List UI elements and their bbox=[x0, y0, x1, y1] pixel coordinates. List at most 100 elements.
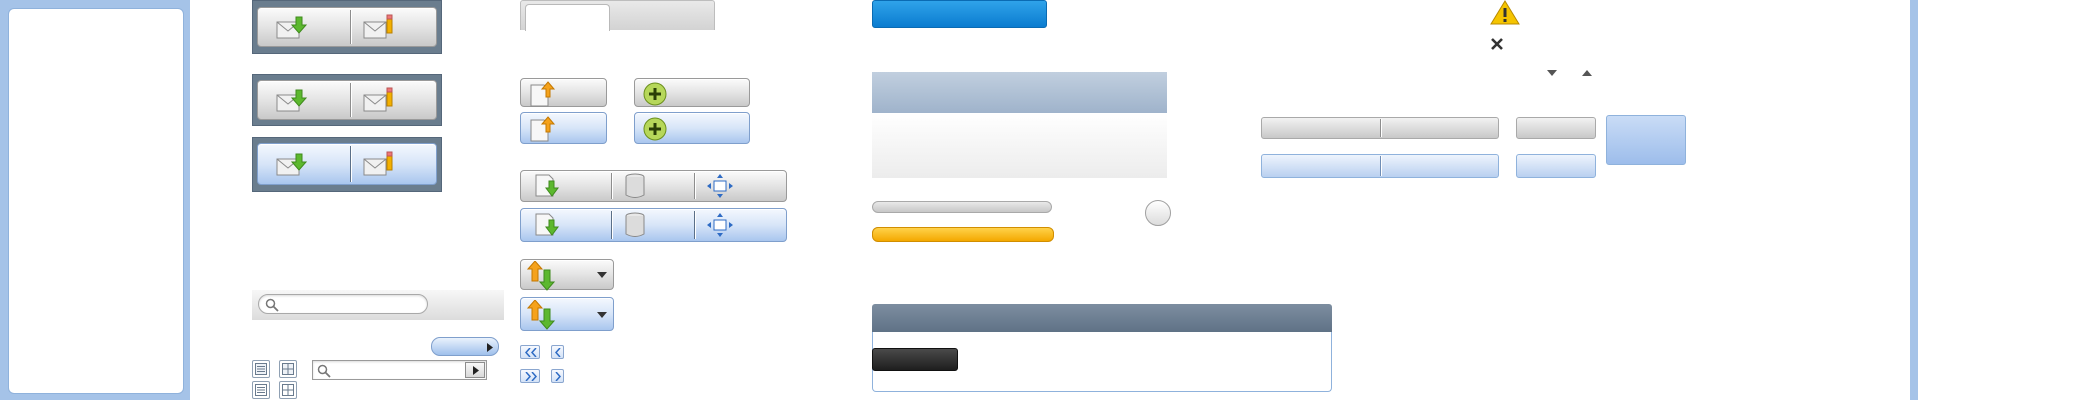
mail-compose-icon bbox=[363, 14, 393, 39]
download-button[interactable] bbox=[521, 171, 611, 201]
segment-divider bbox=[350, 10, 351, 44]
column-header-row-selected bbox=[1261, 154, 1499, 178]
column-header-row bbox=[1261, 117, 1499, 139]
trash-icon bbox=[625, 212, 645, 237]
fit-to-window-button[interactable] bbox=[695, 171, 787, 201]
document-download-icon bbox=[535, 174, 559, 197]
column-divider bbox=[1380, 119, 1381, 137]
receive-mail-button[interactable] bbox=[258, 8, 350, 46]
progress-bar bbox=[872, 227, 1054, 242]
add-icon bbox=[643, 82, 667, 106]
segment-divider bbox=[694, 173, 695, 199]
sync-icon bbox=[527, 300, 556, 330]
segment-divider bbox=[350, 83, 351, 117]
delete-button[interactable] bbox=[612, 171, 694, 201]
receive-mail-button-selected[interactable] bbox=[258, 144, 350, 184]
progress-fill bbox=[872, 227, 1054, 242]
mail-receive-icon bbox=[276, 153, 308, 176]
grid-view-button[interactable] bbox=[279, 360, 297, 378]
receive-mail-button-hover[interactable] bbox=[258, 81, 350, 119]
close-icon[interactable] bbox=[1490, 37, 1504, 51]
right-frame bbox=[1910, 0, 2100, 400]
segment-divider bbox=[694, 211, 695, 239]
fit-to-window-icon bbox=[707, 174, 733, 198]
last-page-button[interactable] bbox=[520, 369, 540, 383]
fit-to-window-icon bbox=[707, 213, 733, 237]
chevron-down-icon bbox=[597, 312, 607, 318]
add-button[interactable] bbox=[634, 78, 750, 107]
upload-button[interactable] bbox=[520, 78, 607, 107]
list-view-button[interactable] bbox=[252, 360, 270, 378]
tab-active[interactable] bbox=[525, 4, 610, 31]
list-view-icon bbox=[255, 363, 267, 375]
first-page-icon bbox=[525, 348, 537, 357]
grid-view-button-alt[interactable] bbox=[279, 381, 297, 399]
file-toolbar-selected bbox=[520, 208, 787, 242]
progress-track bbox=[872, 201, 1052, 213]
search-strip bbox=[252, 290, 504, 320]
fit-to-window-button-selected[interactable] bbox=[695, 209, 787, 241]
mail-toolbar-1 bbox=[257, 7, 437, 47]
mail-toolbar-3-selected bbox=[257, 143, 437, 185]
play-icon bbox=[473, 366, 479, 375]
mail-receive-icon bbox=[276, 16, 308, 39]
sync-dropdown-selected[interactable] bbox=[520, 297, 614, 331]
dark-action-button[interactable] bbox=[872, 348, 958, 371]
previous-page-button[interactable] bbox=[551, 345, 564, 359]
list-view-icon bbox=[255, 384, 267, 396]
play-icon bbox=[487, 343, 493, 352]
compose-mail-button-hover[interactable] bbox=[351, 81, 437, 119]
next-page-icon bbox=[555, 372, 562, 381]
column-header-cell-selected[interactable] bbox=[1516, 154, 1596, 178]
sync-dropdown[interactable] bbox=[520, 259, 614, 291]
segment-divider bbox=[611, 211, 612, 239]
compose-mail-button[interactable] bbox=[351, 8, 437, 46]
sort-ascending-icon[interactable] bbox=[1582, 70, 1592, 76]
first-page-button[interactable] bbox=[520, 345, 540, 359]
mail-toolbar-frame-3 bbox=[252, 137, 442, 192]
file-toolbar bbox=[520, 170, 787, 202]
search-icon bbox=[317, 364, 331, 378]
list-view-button-alt[interactable] bbox=[252, 381, 270, 399]
last-page-icon bbox=[525, 372, 537, 381]
mail-receive-icon bbox=[276, 89, 308, 112]
mail-toolbar-frame-2 bbox=[252, 74, 442, 126]
section-header bbox=[872, 304, 1332, 332]
add-icon bbox=[643, 117, 667, 141]
add-button-selected[interactable] bbox=[634, 112, 750, 144]
delete-button-selected[interactable] bbox=[612, 209, 694, 241]
compose-mail-button-selected[interactable] bbox=[351, 144, 437, 184]
segment-divider bbox=[350, 146, 351, 182]
segment-divider bbox=[611, 173, 612, 199]
column-header-cell[interactable] bbox=[1516, 117, 1596, 139]
document-download-icon bbox=[535, 213, 559, 236]
document-upload-icon bbox=[530, 116, 556, 142]
sort-descending-icon[interactable] bbox=[1547, 70, 1557, 76]
search-icon bbox=[265, 298, 279, 312]
download-button-selected[interactable] bbox=[521, 209, 611, 241]
mail-toolbar-frame-1 bbox=[252, 0, 442, 54]
sync-icon bbox=[527, 261, 556, 291]
chevron-down-icon bbox=[597, 272, 607, 278]
go-button[interactable] bbox=[431, 337, 499, 356]
panel-body bbox=[872, 113, 1167, 178]
grid-view-icon bbox=[282, 363, 294, 375]
previous-page-icon bbox=[555, 348, 561, 357]
search-go-button[interactable] bbox=[465, 362, 485, 378]
left-sidebar-panel bbox=[8, 8, 184, 394]
mail-compose-icon bbox=[363, 151, 393, 176]
warning-icon bbox=[1490, 0, 1520, 25]
selection-highlight bbox=[1606, 115, 1686, 165]
column-divider bbox=[1380, 156, 1381, 176]
trash-icon bbox=[625, 173, 645, 198]
panel-header bbox=[872, 72, 1167, 113]
mail-toolbar-2 bbox=[257, 80, 437, 120]
grid-view-icon bbox=[282, 384, 294, 396]
radio-button[interactable] bbox=[1145, 200, 1171, 226]
next-page-button[interactable] bbox=[551, 369, 564, 383]
mail-compose-icon bbox=[363, 87, 393, 112]
primary-action-bar[interactable] bbox=[872, 0, 1047, 28]
search-field-2[interactable] bbox=[312, 360, 487, 380]
upload-button-selected[interactable] bbox=[520, 112, 607, 144]
search-input[interactable] bbox=[258, 294, 428, 314]
